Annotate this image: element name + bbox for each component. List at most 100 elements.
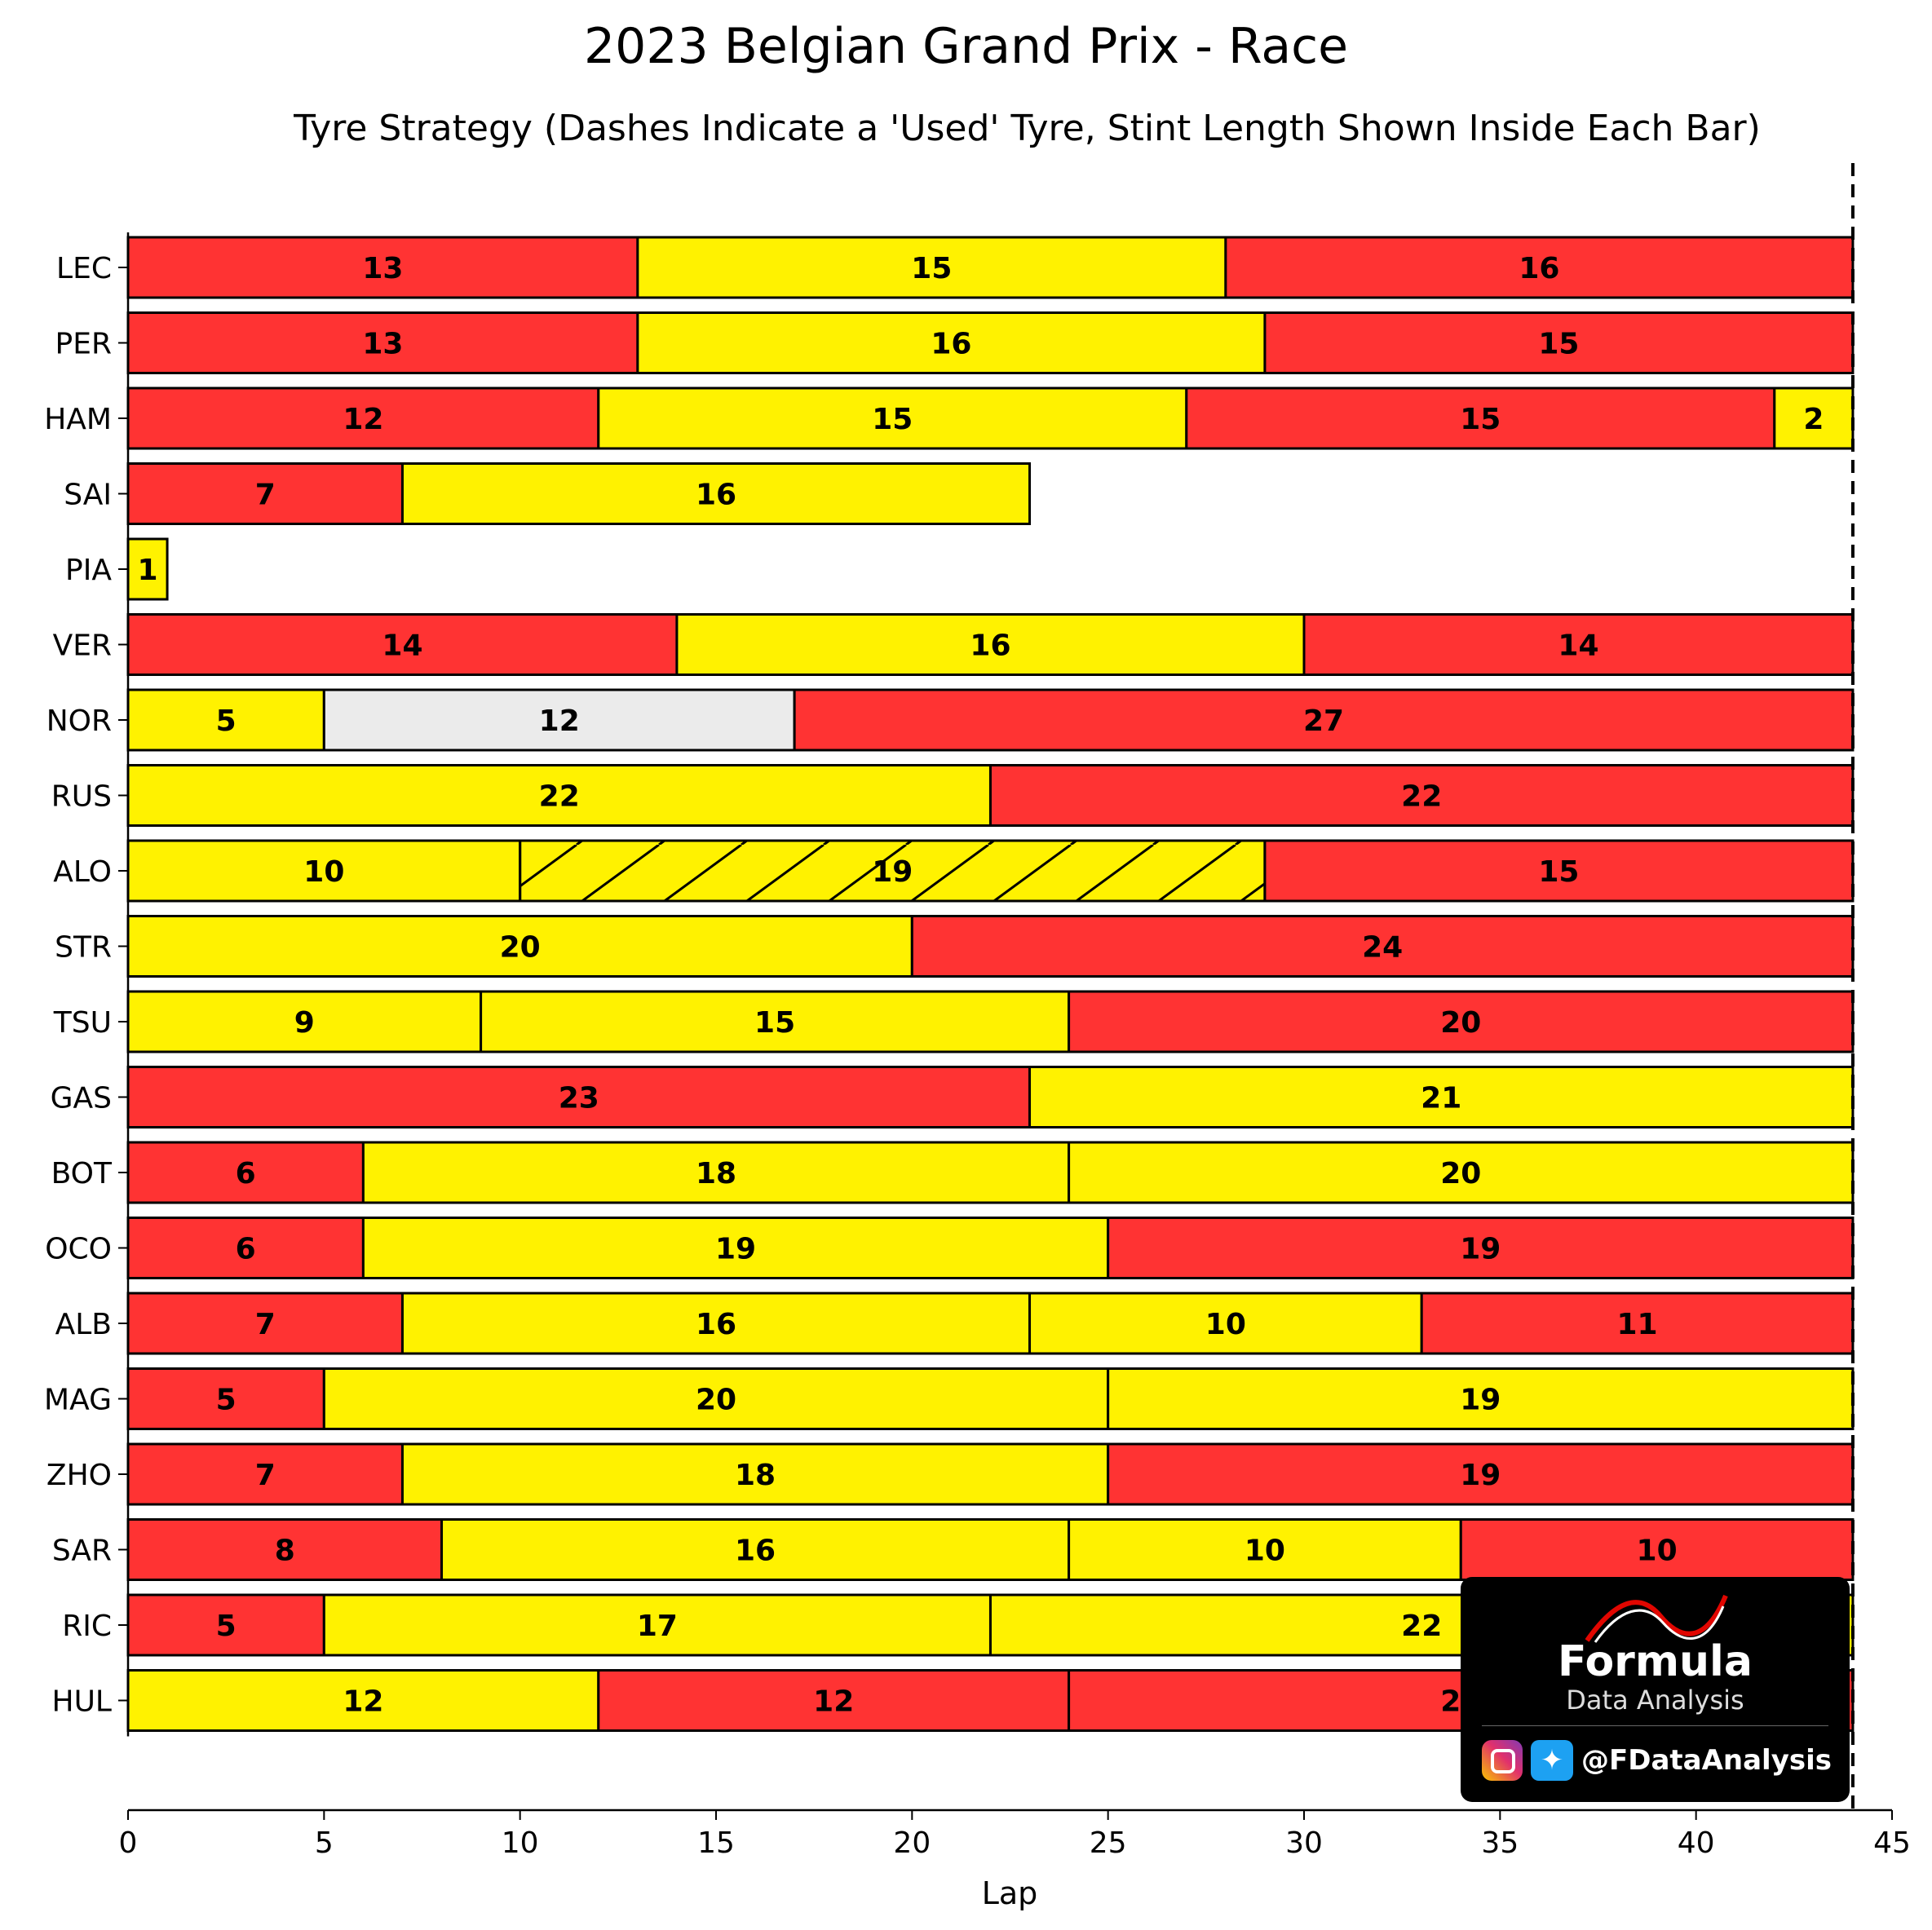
stint-bar-hul-2 <box>597 1669 1071 1732</box>
stint-length-label: 7 <box>255 1459 276 1492</box>
y-tick-label: ALB <box>55 1308 112 1341</box>
stint-length-label: 1 <box>138 554 158 587</box>
stint-bar-lec-2 <box>636 236 1227 299</box>
y-tick-label: HUL <box>52 1685 112 1719</box>
stint-length-label: 6 <box>236 1233 256 1266</box>
stint-length-label: 20 <box>696 1384 736 1417</box>
stint-length-label: 16 <box>1519 252 1559 285</box>
stint-length-label: 27 <box>1303 704 1344 738</box>
stint-length-label: 14 <box>1558 629 1598 663</box>
instagram-icon <box>1482 1740 1523 1781</box>
watermark-handle: @FDataAnalysis <box>1581 1744 1832 1777</box>
stint-length-label: 23 <box>559 1082 599 1115</box>
stint-bar-rus-2 <box>988 764 1855 827</box>
stint-length-label: 12 <box>813 1685 854 1719</box>
stint-length-label: 12 <box>343 1685 383 1719</box>
stint-length-label: 15 <box>1538 328 1579 361</box>
watermark-logo: Formula Data Analysis ✦ @FDataAnalysis <box>1461 1577 1850 1802</box>
stint-length-label: 15 <box>872 403 913 436</box>
x-axis-label: Lap <box>982 1875 1038 1911</box>
stint-length-label: 15 <box>911 252 952 285</box>
stint-bar-ric-1 <box>126 1593 325 1657</box>
stint-bar-pia-1 <box>126 537 169 601</box>
stint-length-label: 16 <box>735 1535 776 1568</box>
stint-length-label: 18 <box>735 1459 776 1492</box>
stint-bar-oco-2 <box>361 1217 1110 1279</box>
stint-length-label: 18 <box>696 1157 736 1190</box>
stint-bar-tsu-2 <box>480 990 1071 1053</box>
stint-bar-per-3 <box>1263 311 1855 374</box>
stint-length-label: 7 <box>255 1308 276 1341</box>
stint-length-label: 24 <box>1362 931 1403 965</box>
stint-bar-alb-2 <box>400 1292 1032 1355</box>
stint-length-label: 20 <box>1440 1157 1481 1190</box>
stint-length-label: 2 <box>1803 403 1824 436</box>
x-tick-label: 35 <box>1481 1826 1519 1860</box>
stint-bar-zho-2 <box>400 1442 1110 1506</box>
stint-bar-alb-4 <box>1420 1292 1855 1355</box>
y-tick-label: NOR <box>46 704 112 738</box>
stint-length-label: 13 <box>362 328 403 361</box>
stint-bar-sar-4 <box>1459 1518 1855 1581</box>
y-tick-label: GAS <box>51 1082 112 1115</box>
stint-length-label: 22 <box>1401 1610 1442 1643</box>
stint-bar-alo-3 <box>1263 839 1855 903</box>
stint-length-label: 15 <box>754 1006 795 1040</box>
y-tick-label: BOT <box>51 1157 113 1190</box>
stint-bar-nor-2 <box>322 688 796 752</box>
stint-bar-ham-2 <box>597 386 1188 450</box>
stint-length-label: 12 <box>343 403 383 436</box>
stint-length-label: 13 <box>362 252 403 285</box>
x-tick-label: 45 <box>1873 1826 1911 1860</box>
stint-length-label: 19 <box>1460 1233 1501 1266</box>
y-tick-label: SAI <box>64 479 112 512</box>
stint-bar-bot-2 <box>361 1141 1071 1204</box>
stint-bar-per-1 <box>126 311 639 374</box>
chart-title: 2023 Belgian Grand Prix - Race <box>583 18 1349 75</box>
stint-bar-gas-2 <box>1028 1066 1855 1128</box>
stint-bar-mag-2 <box>322 1367 1110 1430</box>
stint-bar-oco-1 <box>126 1217 365 1279</box>
stint-bar-str-2 <box>910 915 1855 978</box>
y-tick-label: ALO <box>53 855 112 889</box>
stint-length-label: 11 <box>1617 1308 1658 1341</box>
stint-bar-ham-1 <box>126 386 600 450</box>
x-tick-label: 20 <box>893 1826 931 1860</box>
stint-bar-tsu-3 <box>1068 990 1855 1053</box>
stint-length-label: 22 <box>1401 780 1442 814</box>
y-tick-label: PER <box>55 328 112 361</box>
y-tick-label: TSU <box>53 1006 112 1040</box>
stint-bar-gas-1 <box>126 1066 1032 1128</box>
stint-bar-alb-1 <box>126 1292 404 1355</box>
stint-bar-zho-3 <box>1107 1442 1855 1506</box>
stint-length-label: 12 <box>539 704 580 738</box>
stint-length-label: 19 <box>872 855 913 889</box>
chart-subtitle: Tyre Strategy (Dashes Indicate a 'Used' … <box>294 108 1761 149</box>
swoosh-icon <box>1585 1594 1728 1643</box>
x-tick-label: 30 <box>1285 1826 1323 1860</box>
stint-length-label: 10 <box>303 855 344 889</box>
stint-length-label: 14 <box>382 629 422 663</box>
stint-length-label: 15 <box>1538 855 1579 889</box>
twitter-icon: ✦ <box>1531 1740 1573 1781</box>
stint-length-label: 10 <box>1205 1308 1246 1341</box>
stint-length-label: 19 <box>715 1233 756 1266</box>
x-tick-label: 10 <box>502 1826 539 1860</box>
stint-bar-hul-1 <box>126 1669 600 1732</box>
stint-length-label: 15 <box>1460 403 1501 436</box>
y-tick-label: RIC <box>62 1610 112 1643</box>
stint-length-label: 5 <box>216 1384 237 1417</box>
y-tick-label: PIA <box>65 554 112 587</box>
stint-bar-sar-3 <box>1068 1518 1462 1581</box>
x-tick-label: 25 <box>1090 1826 1127 1860</box>
y-tick-label: ZHO <box>46 1459 112 1492</box>
stint-bar-lec-3 <box>1224 236 1855 299</box>
x-axis: LEC PER HAM SAI PIA VER NOR RUS ALO STR TSU GAS BOT O… <box>44 163 1911 1860</box>
watermark-brand: Formula <box>1558 1637 1753 1686</box>
stint-bar-lec-1 <box>126 236 639 299</box>
y-tick-label: HAM <box>44 403 112 436</box>
y-tick-label: MAG <box>44 1384 112 1417</box>
stint-bar-sai-2 <box>400 462 1032 525</box>
stint-length-label: 20 <box>1440 1006 1481 1040</box>
